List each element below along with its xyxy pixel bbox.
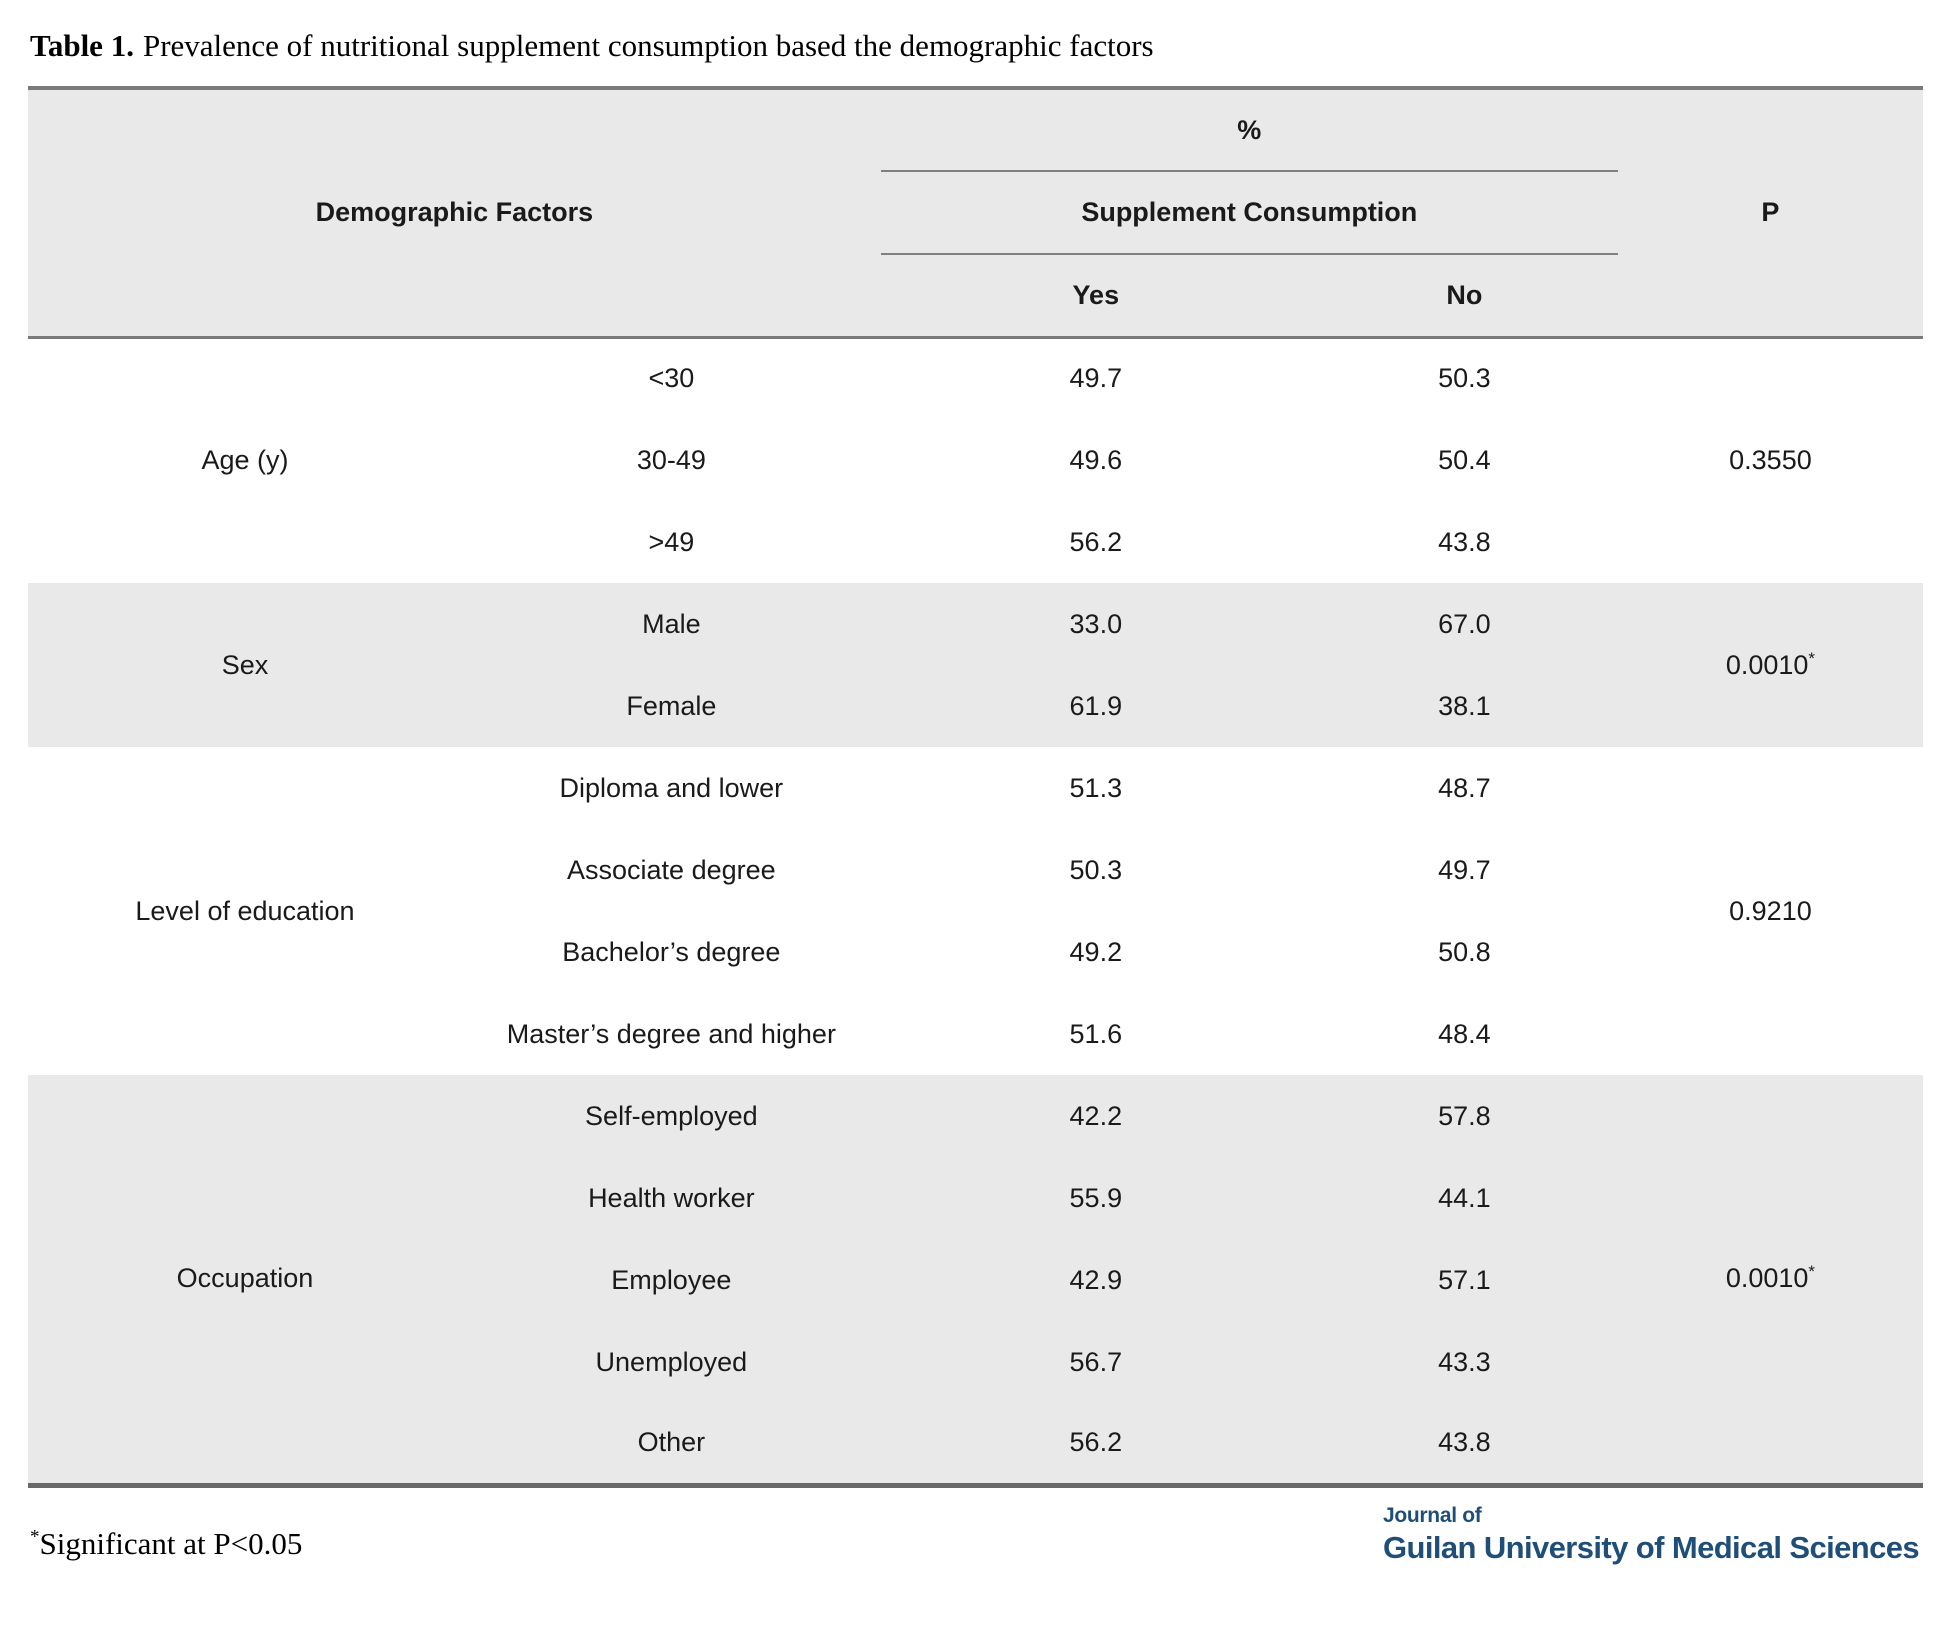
no-value-cell: 48.7 bbox=[1438, 772, 1491, 803]
p-value-age: 0.3550 bbox=[1729, 445, 1812, 476]
table-row: Level of education Diploma and lower 51.… bbox=[28, 747, 1923, 926]
no-value-cell: 50.3 bbox=[1438, 363, 1491, 394]
no-value-cell: 43.8 bbox=[1438, 526, 1491, 557]
yes-value-cell: 51.3 bbox=[1069, 772, 1123, 803]
no-value-cell: 43.8 bbox=[1310, 1403, 1618, 1485]
col-header-yes: Yes bbox=[880, 253, 1311, 337]
table-title: Table 1. Prevalence of nutritional supple… bbox=[30, 28, 1923, 86]
category-cell: Master’s degree and higher bbox=[506, 1018, 836, 1049]
footnote-asterisk: * bbox=[30, 1526, 40, 1548]
table-number-label: Table 1. bbox=[30, 28, 134, 63]
table-header: Demographic Factors % P Supplement Consu… bbox=[28, 88, 1923, 337]
table-row: Occupation Self-employed 42.2 57.8 0.001… bbox=[28, 1075, 1923, 1485]
category-cell: Diploma and lower bbox=[559, 772, 784, 803]
header-row-supplement-consumption: Supplement Consumption bbox=[28, 170, 1923, 254]
no-value-cell: 49.7 bbox=[1438, 854, 1491, 885]
category-cell: 30-49 bbox=[636, 444, 706, 475]
table-row: Sex Male 33.0 67.0 0.0010* bbox=[28, 583, 1923, 747]
significance-asterisk: * bbox=[1808, 1262, 1816, 1282]
yes-value-cell: 56.7 bbox=[880, 1321, 1311, 1403]
demographics-table: Demographic Factors % P Supplement Consu… bbox=[28, 86, 1923, 1488]
col-header-supplement-consumption: Supplement Consumption bbox=[880, 170, 1618, 254]
p-value-text: 0.0010 bbox=[1725, 649, 1809, 680]
no-value-cell: 50.4 bbox=[1438, 444, 1491, 475]
col-header-p: P bbox=[1617, 88, 1923, 337]
yes-value-cell: 56.2 bbox=[880, 1403, 1311, 1485]
yes-value-cell: 50.3 bbox=[1069, 854, 1123, 885]
category-cell: Other bbox=[461, 1403, 881, 1485]
yes-value-cell: 42.2 bbox=[880, 1075, 1311, 1157]
category-cell: Male bbox=[461, 583, 881, 665]
yes-value-cell: 55.9 bbox=[880, 1157, 1311, 1239]
significance-asterisk: * bbox=[1808, 648, 1816, 668]
category-cell: Associate degree bbox=[567, 854, 776, 885]
journal-logo-line2: Guilan University of Medical Sciences bbox=[1383, 1529, 1920, 1565]
factor-label-occupation: Occupation bbox=[28, 1075, 462, 1485]
significance-footnote: *Significant at P<0.05 bbox=[30, 1526, 302, 1566]
yes-value-cell: 49.6 bbox=[1069, 444, 1123, 475]
col-header-demographic-factors: Demographic Factors bbox=[28, 88, 881, 337]
no-value-cell: 57.1 bbox=[1310, 1239, 1618, 1321]
no-value-cell: 50.8 bbox=[1438, 936, 1491, 967]
category-cell: Unemployed bbox=[461, 1321, 881, 1403]
yes-value-cell: 51.6 bbox=[1069, 1018, 1123, 1049]
no-value-cell: 48.4 bbox=[1438, 1018, 1491, 1049]
table-caption: Prevalence of nutritional supplement con… bbox=[142, 28, 1154, 63]
col-header-no: No bbox=[1310, 253, 1618, 337]
category-cell: Self-employed bbox=[461, 1075, 881, 1157]
table-row: Age (y) <30 49.7 50.3 0.3550 bbox=[28, 337, 1923, 475]
yes-value-cell: 33.0 bbox=[880, 583, 1311, 665]
p-value-occupation: 0.0010* bbox=[1617, 1075, 1923, 1485]
p-value-sex: 0.0010* bbox=[1617, 583, 1923, 747]
col-header-percent: % bbox=[880, 88, 1618, 171]
header-row-percent: Demographic Factors % P bbox=[28, 88, 1923, 337]
table-row: Employee 42.9 57.1 bbox=[28, 1239, 1923, 1321]
factor-label-age: Age (y) bbox=[201, 445, 289, 476]
factor-label-education: Level of education bbox=[135, 895, 355, 926]
journal-logo-line1: Journal of bbox=[1383, 1503, 1482, 1527]
category-cell: Health worker bbox=[461, 1157, 881, 1239]
category-cell: Employee bbox=[461, 1239, 881, 1321]
p-value-education: 0.9210 bbox=[1729, 895, 1812, 926]
factor-label-sex: Sex bbox=[28, 583, 462, 747]
no-value-cell: 67.0 bbox=[1310, 583, 1618, 665]
header-row-yes-no: Yes No bbox=[28, 253, 1923, 337]
yes-value-cell: 61.9 bbox=[880, 665, 1311, 747]
yes-value-cell: 49.2 bbox=[1069, 936, 1123, 967]
category-cell: >49 bbox=[648, 526, 695, 557]
yes-value-cell: 42.9 bbox=[880, 1239, 1311, 1321]
no-value-cell: 57.8 bbox=[1310, 1075, 1618, 1157]
category-cell: <30 bbox=[648, 363, 695, 394]
no-value-cell: 44.1 bbox=[1310, 1157, 1618, 1239]
yes-value-cell: 49.7 bbox=[1069, 363, 1123, 394]
yes-value-cell: 56.2 bbox=[1069, 526, 1123, 557]
footnote-text: Significant at P<0.05 bbox=[39, 1525, 303, 1561]
journal-logo: Journal of Guilan University of Medical … bbox=[1383, 1504, 1923, 1566]
p-value-text: 0.0010 bbox=[1725, 1263, 1809, 1294]
footer: *Significant at P<0.05 Journal of Guilan… bbox=[28, 1504, 1923, 1566]
category-cell: Bachelor’s degree bbox=[562, 936, 781, 967]
category-cell: Female bbox=[461, 665, 881, 747]
no-value-cell: 43.3 bbox=[1310, 1321, 1618, 1403]
no-value-cell: 38.1 bbox=[1310, 665, 1618, 747]
